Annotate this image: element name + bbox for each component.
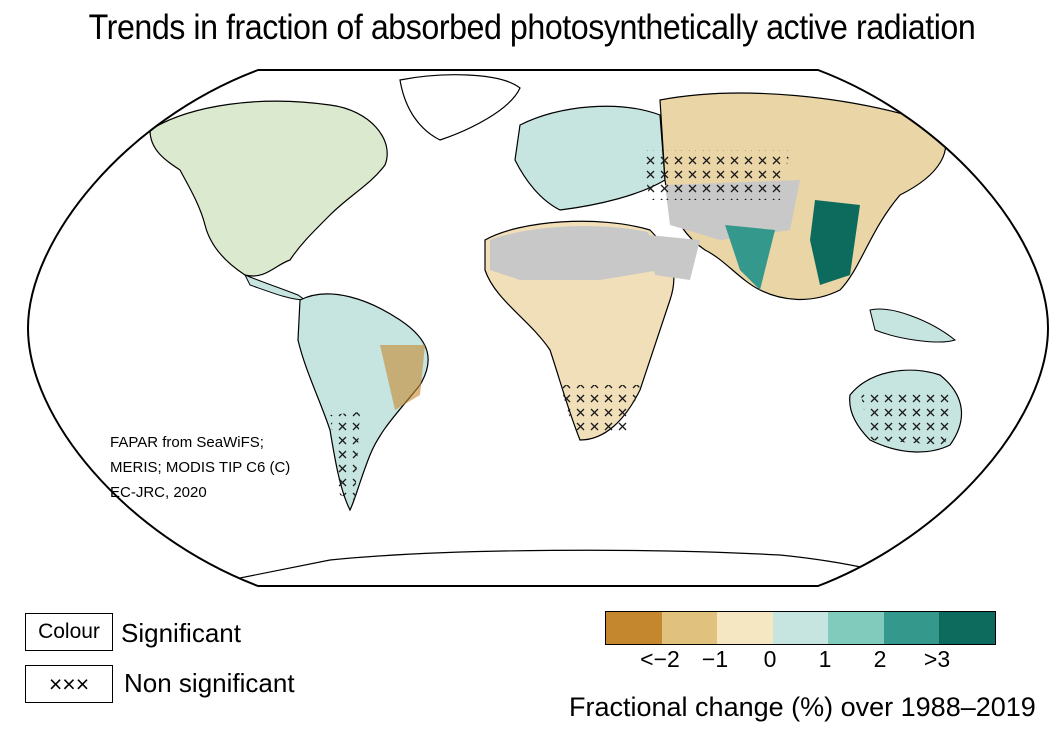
arabia-no-data [648, 235, 700, 280]
credit-line: MERIS; MODIS TIP C6 (C) [110, 459, 291, 476]
colorbar-segment [606, 612, 662, 644]
legend-significant-label: Significant [121, 618, 241, 648]
legend-nonsig-box: ××× [25, 665, 113, 703]
south-america [297, 293, 429, 512]
greenland [399, 74, 521, 141]
legend-significant-box: Colour [25, 613, 113, 651]
southeast-asia [869, 308, 957, 343]
colorbar-segment [828, 612, 884, 644]
colorbar-segment [772, 612, 828, 644]
colorbar-segment [717, 612, 773, 644]
data-credit: FAPAR from SeaWiFS; MERIS; MODIS TIP C6 … [110, 430, 290, 505]
map-title: Trends in fraction of absorbed photosynt… [88, 8, 976, 47]
india-greening [725, 225, 775, 290]
colorbar-tick: 0 [763, 646, 777, 672]
colorbar-title: Fractional change (%) over 1988–2019 [569, 692, 1036, 722]
colorbar-tick: 1 [818, 646, 832, 672]
globe-outline [26, 69, 1050, 587]
colorbar-segment [939, 612, 995, 644]
antarctica [199, 549, 931, 586]
colorbar [605, 611, 996, 645]
colorbar-segment [661, 612, 717, 644]
colorbar-tick: −1 [701, 646, 729, 672]
colorbar-tick: >3 [923, 646, 951, 672]
central-america [243, 274, 307, 301]
asia [659, 92, 947, 300]
east-china-greening [810, 200, 860, 285]
north-america [149, 100, 388, 277]
colorbar-segment [883, 612, 939, 644]
legend-nonsig-label: Non significant [124, 668, 295, 698]
colorbar-tick: 2 [873, 646, 887, 672]
credit-line: FAPAR from SeaWiFS; [110, 434, 264, 451]
credit-line: EC-JRC, 2020 [110, 484, 207, 501]
colorbar-tick: <−2 [640, 646, 680, 672]
europe [514, 105, 666, 211]
sahara-no-data [490, 226, 660, 280]
